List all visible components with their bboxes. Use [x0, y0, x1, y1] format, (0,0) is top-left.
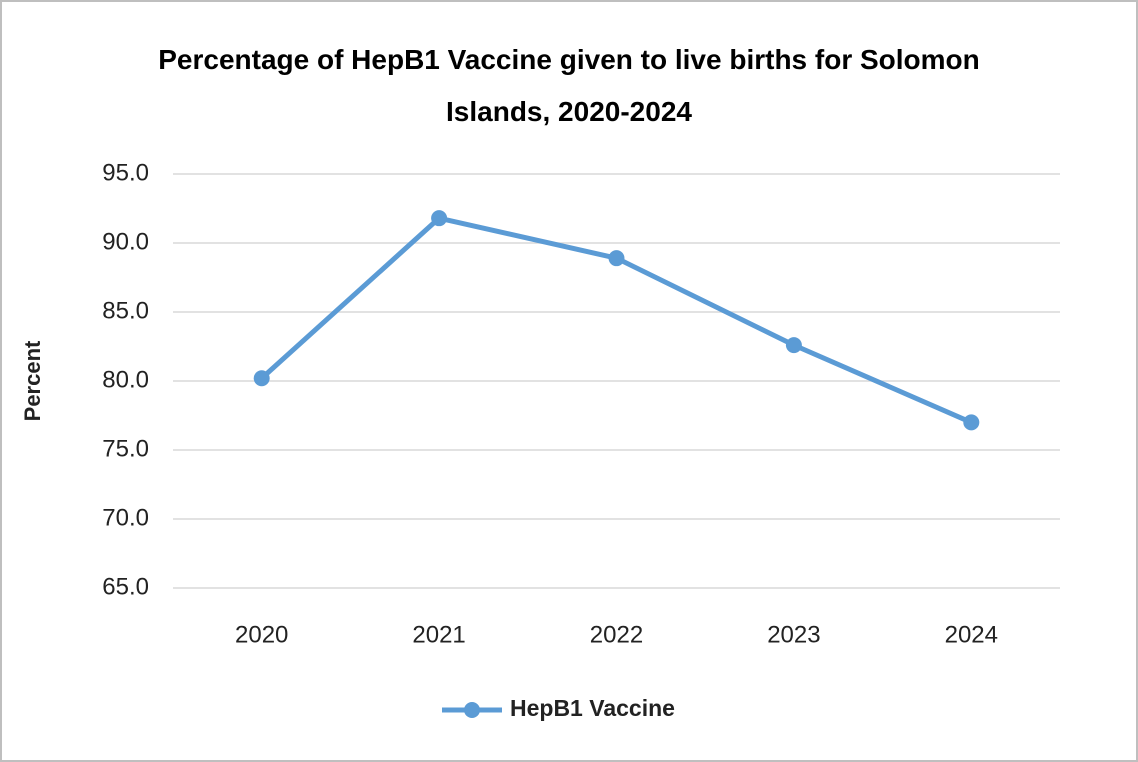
legend-marker	[464, 702, 480, 718]
data-point	[431, 210, 448, 227]
x-tick-label: 2023	[767, 621, 820, 648]
y-axis-label: Percent	[20, 340, 45, 421]
y-tick-label: 75.0	[102, 435, 149, 462]
y-tick-label: 95.0	[102, 159, 149, 186]
chart-title: Percentage of HepB1 Vaccine given to liv…	[158, 44, 980, 127]
data-point	[253, 370, 270, 387]
y-tick-label: 70.0	[102, 504, 149, 531]
y-tick-label: 80.0	[102, 366, 149, 393]
x-tick-label: 2020	[235, 621, 288, 648]
x-tick-label: 2024	[945, 621, 998, 648]
y-tick-label: 85.0	[102, 297, 149, 324]
y-tick-label: 90.0	[102, 228, 149, 255]
data-point	[608, 250, 625, 267]
legend-label: HepB1 Vaccine	[510, 695, 675, 721]
x-tick-label: 2022	[590, 621, 643, 648]
data-point	[785, 337, 802, 354]
y-tick-label: 65.0	[102, 573, 149, 600]
x-tick-label: 2021	[412, 621, 465, 648]
data-point	[963, 414, 980, 431]
